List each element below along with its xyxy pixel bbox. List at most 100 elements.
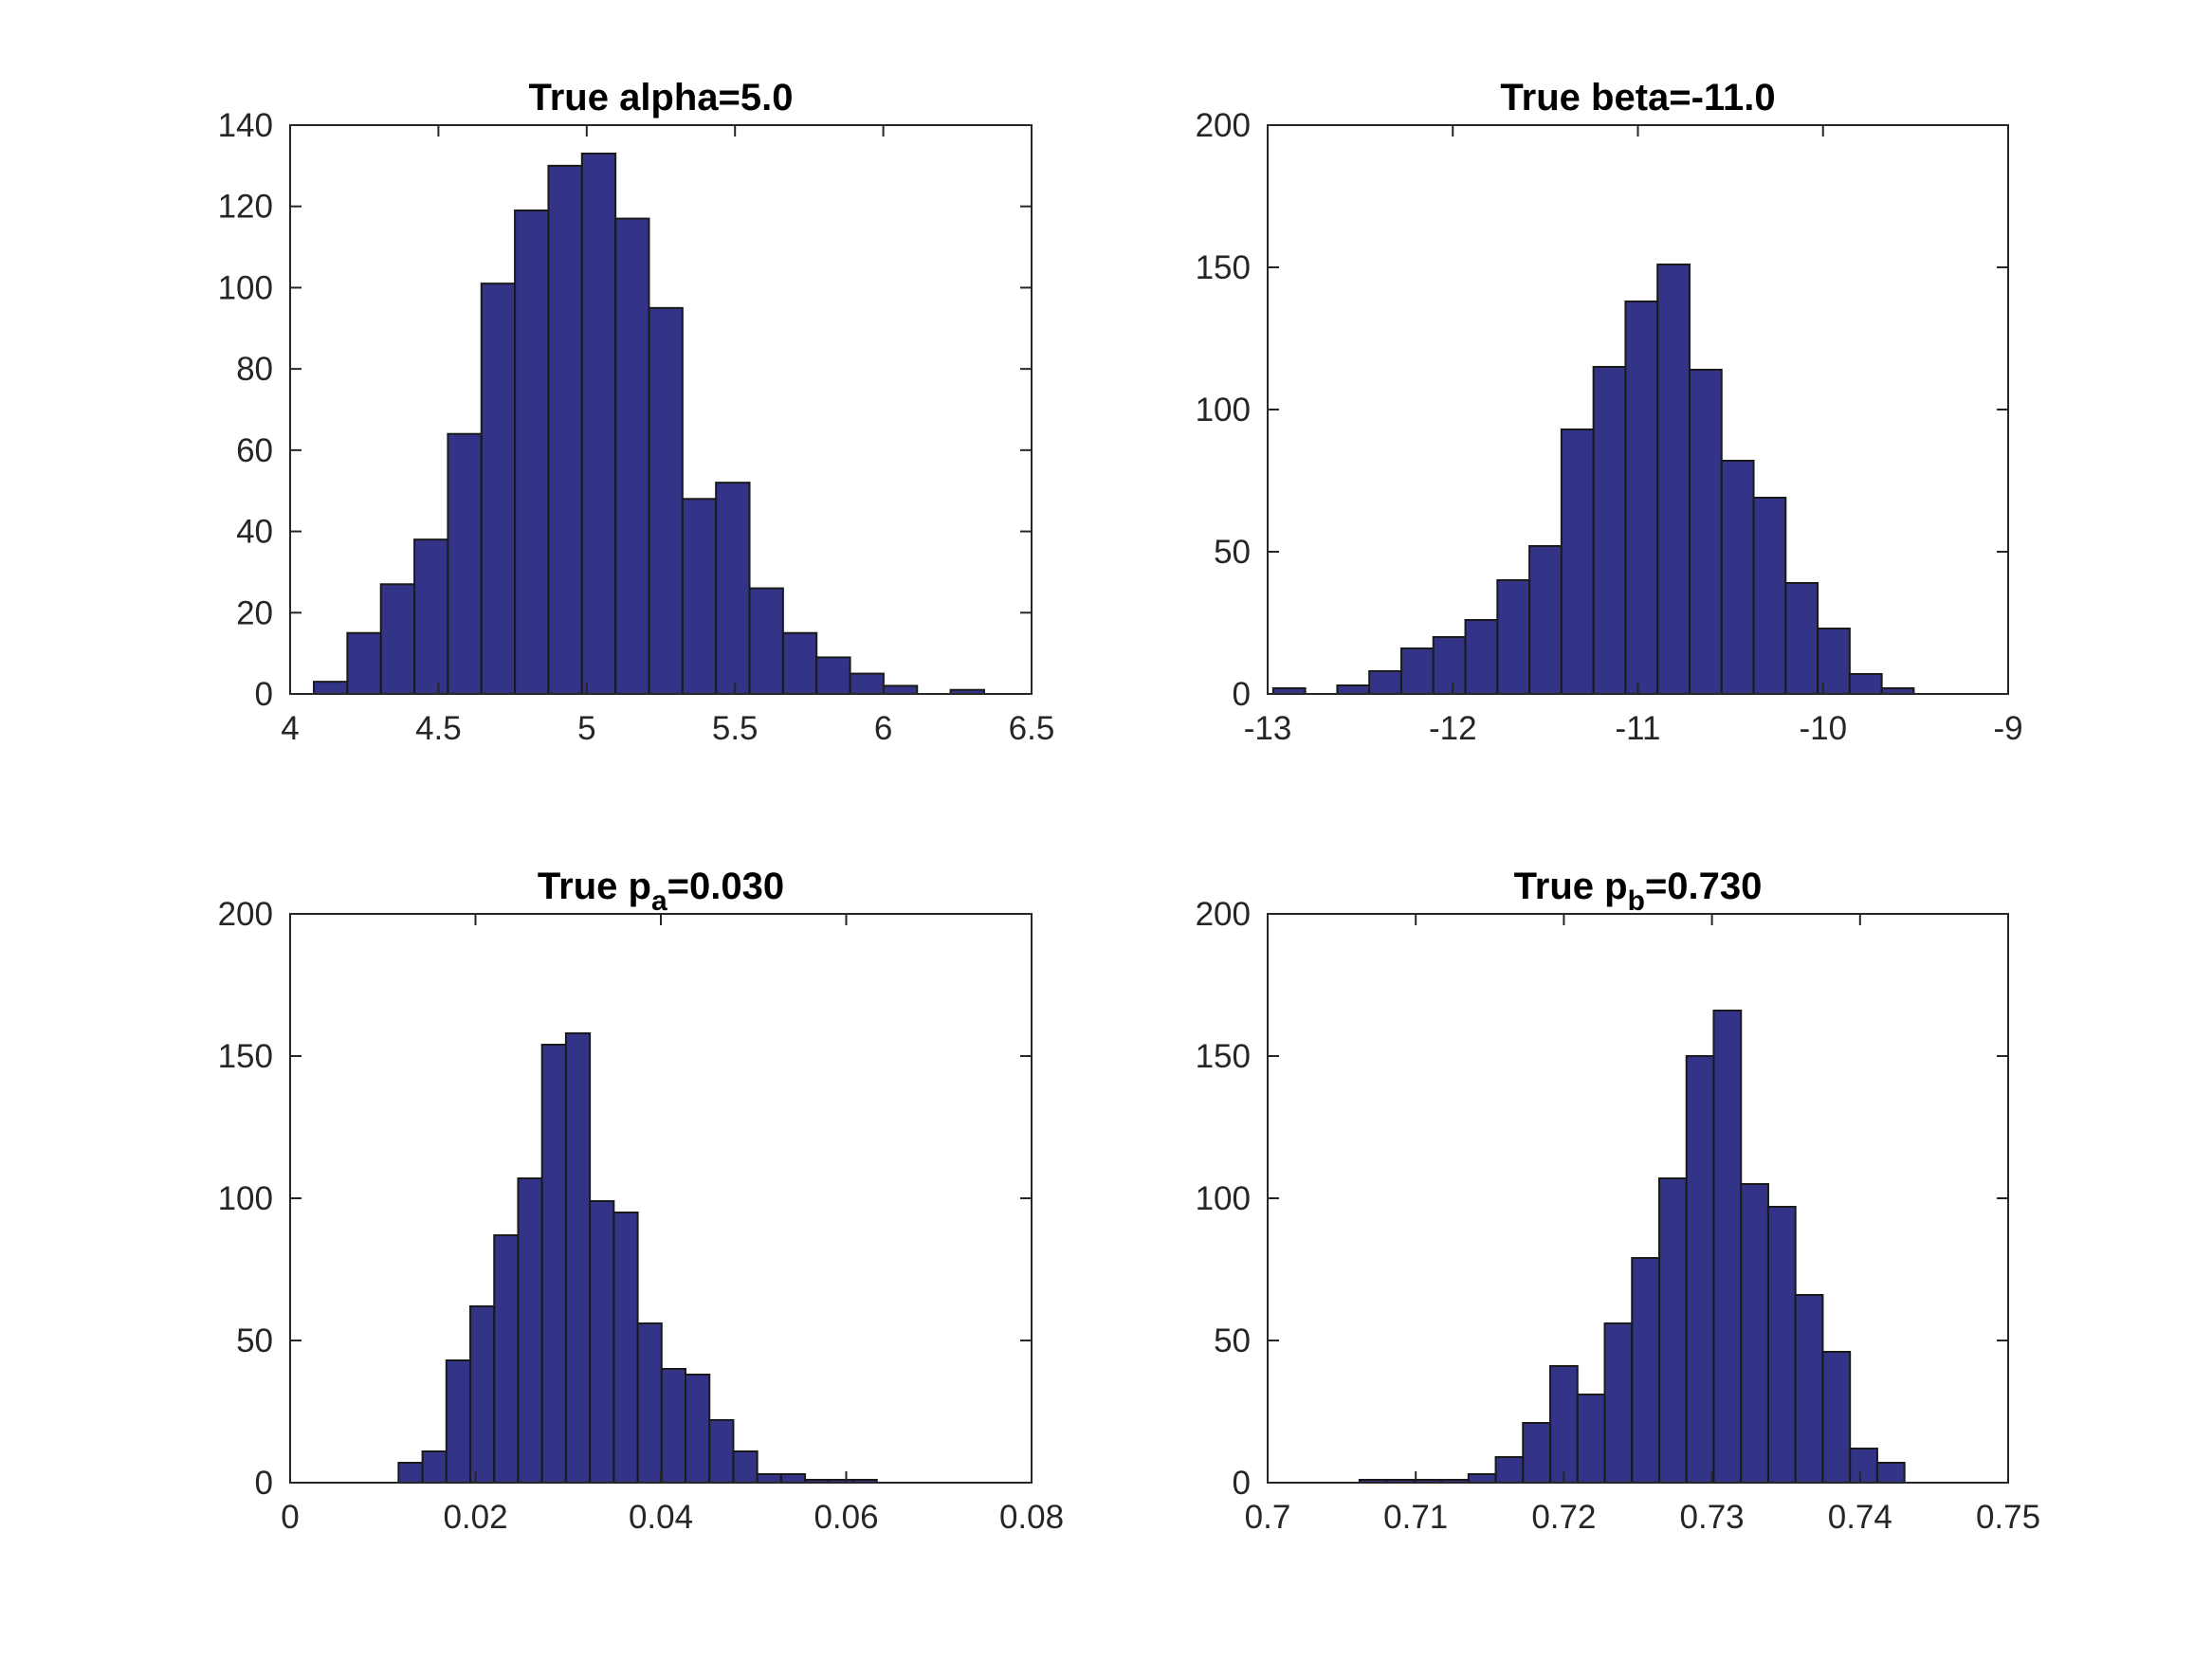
- alpha-bar-17: [882, 684, 919, 696]
- beta-bar-18: [1848, 673, 1883, 695]
- pa-xtick-label-3: 0.06: [814, 1499, 878, 1536]
- beta-bar-12: [1656, 264, 1691, 695]
- beta-bar-2: [1336, 684, 1371, 695]
- pa-bar-13: [708, 1419, 735, 1484]
- pb-bar-15: [1766, 1206, 1797, 1484]
- pb-xtick-label-3: 0.73: [1680, 1499, 1745, 1536]
- alpha-ytick-label-3: 60: [236, 432, 273, 469]
- pa-xtick-label-0: 0: [281, 1499, 299, 1536]
- beta-bar-3: [1368, 670, 1402, 695]
- pb-ytick-label-0: 0: [1233, 1465, 1251, 1502]
- beta-xtick-label-4: -9: [1993, 710, 2022, 747]
- pa-xtick-label-1: 0.02: [443, 1499, 507, 1536]
- alpha-bar-10: [648, 306, 684, 695]
- alpha-ytick-label-2: 40: [236, 514, 273, 551]
- alpha-xtick-label-4: 6: [874, 710, 892, 747]
- beta-ytick-label-2: 100: [1196, 392, 1251, 428]
- beta-bars: [1267, 124, 2009, 695]
- alpha-xtick-label-3: 5.5: [712, 710, 759, 747]
- beta-bar-5: [1432, 636, 1467, 695]
- alpha-bar-0: [313, 681, 349, 696]
- pb-bar-7: [1549, 1365, 1579, 1484]
- alpha-bar-12: [715, 482, 751, 695]
- alpha-ytick-label-5: 100: [218, 269, 273, 306]
- pb-bar-9: [1603, 1322, 1634, 1484]
- pb-bar-5: [1494, 1456, 1525, 1484]
- pb-xtick-label-4: 0.74: [1828, 1499, 1892, 1536]
- pb-xtick-label-1: 0.71: [1383, 1499, 1448, 1536]
- beta-ytick-label-3: 150: [1196, 249, 1251, 286]
- pb-ytick-label-3: 150: [1196, 1038, 1251, 1075]
- pb-bar-17: [1821, 1351, 1852, 1484]
- pa-bar-4: [493, 1234, 520, 1484]
- alpha-bar-2: [379, 583, 416, 695]
- pa-axis-ticks: 0 0.02 0.04 0.06 0.08 0 50 100 150 200: [218, 896, 1064, 1536]
- beta-bar-8: [1528, 545, 1563, 695]
- alpha-bar-6: [514, 210, 550, 695]
- beta-bar-9: [1560, 428, 1595, 695]
- beta-bar-6: [1464, 619, 1499, 695]
- alpha-ytick-label-6: 120: [218, 189, 273, 226]
- pa-ytick-label-4: 200: [218, 896, 273, 933]
- alpha-bar-13: [748, 587, 784, 695]
- pa-title-sub: a: [651, 885, 667, 917]
- pa-bar-0: [397, 1462, 424, 1484]
- pa-ytick-label-3: 150: [218, 1038, 273, 1075]
- alpha-ytick-label-0: 0: [255, 676, 273, 713]
- beta-bar-13: [1688, 369, 1723, 695]
- beta-bar-17: [1817, 628, 1851, 695]
- beta-xtick-label-0: -13: [1244, 710, 1292, 747]
- pb-bar-14: [1740, 1183, 1769, 1484]
- pb-bar-18: [1849, 1448, 1878, 1484]
- pa-bar-1: [421, 1450, 448, 1484]
- pa-bar-3: [469, 1305, 496, 1484]
- alpha-ytick-label-7: 140: [218, 107, 273, 144]
- pa-bar-2: [445, 1359, 472, 1484]
- beta-bar-14: [1720, 460, 1755, 695]
- pa-title-suffix: =0.030: [667, 866, 784, 907]
- beta-bar-16: [1784, 582, 1819, 695]
- pa-bar-8: [589, 1200, 615, 1484]
- beta-xtick-label-2: -11: [1616, 710, 1661, 747]
- pb-ytick-label-4: 200: [1196, 896, 1251, 933]
- alpha-bar-11: [681, 498, 718, 695]
- pa-histogram: 0 0.02 0.04 0.06 0.08 0 50 100 150 200 True pa=0.…: [218, 866, 1064, 1536]
- pa-title-main: True p: [538, 866, 651, 907]
- alpha-title: True alpha=5.0: [528, 77, 793, 118]
- pa-ytick-label-2: 100: [218, 1180, 273, 1217]
- alpha-axis-ticks: 4 4.5 5 5.5 6 6.5 0 20 40 60 80 100 120 140: [218, 107, 1055, 747]
- alpha-xtick-label-0: 4: [281, 710, 299, 747]
- pb-title: True pb=0.730: [1514, 866, 1763, 917]
- pb-xtick-label-0: 0.7: [1245, 1499, 1291, 1536]
- beta-ytick-label-4: 200: [1196, 107, 1251, 144]
- pb-bar-10: [1631, 1257, 1660, 1484]
- beta-ytick-label-1: 50: [1214, 534, 1251, 571]
- alpha-ytick-label-4: 80: [236, 351, 273, 388]
- alpha-xtick-label-5: 6.5: [1009, 710, 1055, 747]
- pa-bar-15: [756, 1473, 782, 1484]
- pb-title-sub: b: [1628, 885, 1645, 917]
- alpha-ytick-label-1: 20: [236, 594, 273, 631]
- pa-xtick-label-2: 0.04: [629, 1499, 693, 1536]
- pb-bar-16: [1794, 1294, 1824, 1484]
- alpha-xtick-label-2: 5: [577, 710, 595, 747]
- pb-xtick-label-2: 0.72: [1531, 1499, 1596, 1536]
- alpha-bar-1: [346, 631, 382, 696]
- pb-bar-19: [1875, 1462, 1906, 1484]
- alpha-bar-9: [614, 217, 650, 695]
- pb-bar-11: [1657, 1177, 1688, 1484]
- pa-bar-6: [540, 1044, 567, 1484]
- pb-ytick-label-2: 100: [1196, 1180, 1251, 1217]
- pb-bar-4: [1467, 1473, 1497, 1484]
- pb-xtick-label-5: 0.75: [1976, 1499, 2040, 1536]
- pb-axis-ticks: 0.7 0.71 0.72 0.73 0.74 0.75 0 50 100 150 200: [1196, 896, 2040, 1536]
- pa-bars: [289, 913, 1033, 1484]
- alpha-bar-16: [849, 672, 885, 695]
- alpha-histogram: 4 4.5 5 5.5 6 6.5 0 20 40 60 80 100 120 140 True alph…: [218, 77, 1055, 747]
- beta-title: True beta=-11.0: [1500, 77, 1775, 118]
- alpha-xtick-label-1: 4.5: [415, 710, 462, 747]
- beta-histogram: -13 -12 -11 -10 -9 0 50 100 150 200 True beta=-11…: [1196, 77, 2023, 747]
- pa-bar-7: [564, 1032, 592, 1484]
- beta-bar-7: [1496, 579, 1531, 695]
- alpha-bar-14: [781, 631, 818, 696]
